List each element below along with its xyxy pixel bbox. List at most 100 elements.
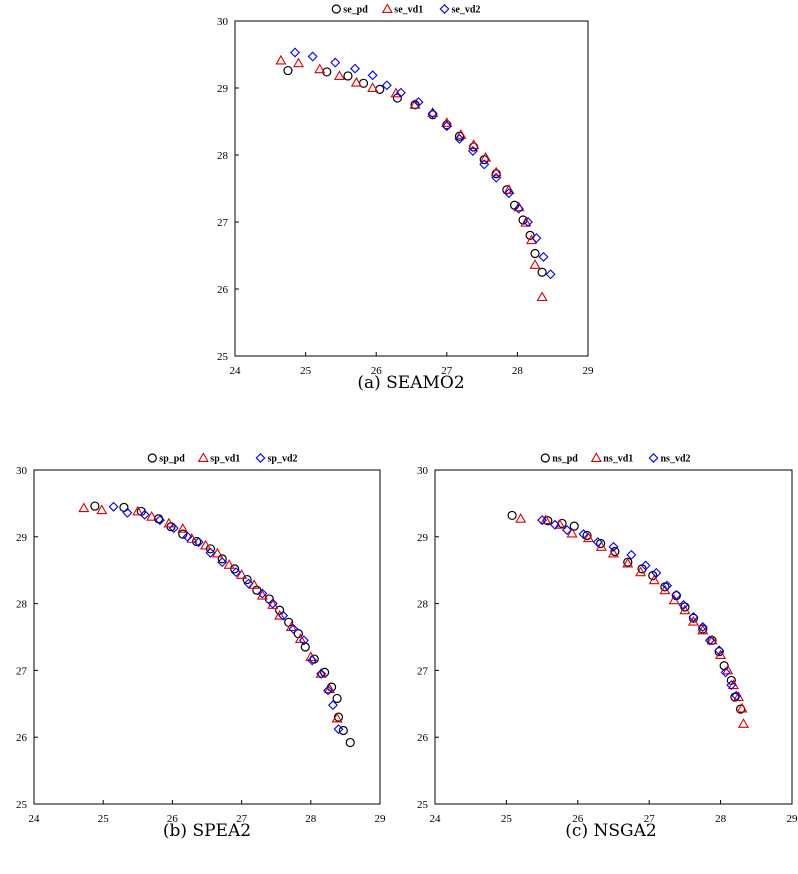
data-point-circle	[530, 248, 540, 259]
data-point-circle	[119, 502, 129, 513]
data-point-triangle	[350, 76, 362, 87]
y-tick-label: 30	[16, 465, 28, 477]
panel-caption: (a) SEAMO2	[357, 373, 464, 393]
data-point-triangle	[727, 679, 739, 690]
data-point-diamond	[381, 80, 392, 91]
data-point-circle	[242, 574, 252, 585]
data-point-diamond	[243, 578, 254, 589]
data-point-triangle	[200, 539, 212, 550]
data-point-triangle	[292, 57, 305, 68]
data-point-triangle	[186, 533, 198, 543]
data-point-circle	[569, 521, 579, 531]
legend-item: ns_vd1	[590, 452, 633, 465]
legend-item: ns_pd	[540, 453, 578, 465]
series-ns_vd2	[537, 515, 742, 701]
data-point-diamond	[479, 159, 490, 170]
data-point-diamond	[671, 589, 682, 600]
y-tick-label: 30	[217, 16, 229, 28]
data-point-triangle	[78, 502, 90, 513]
x-tick-label: 27	[441, 365, 453, 377]
legend-item: ns_vd2	[648, 453, 691, 465]
data-point-diamond	[168, 523, 179, 534]
legend: sp_pd sp_vd1 sp_vd2	[147, 452, 298, 465]
data-point-diamond	[327, 700, 338, 711]
data-point-diamond	[307, 51, 318, 62]
data-point-diamond	[333, 724, 344, 735]
series-sp_pd	[90, 501, 355, 748]
legend-marker-circle	[147, 453, 157, 463]
legend-marker-triangle	[197, 452, 209, 463]
x-tick-label: 25	[501, 813, 513, 825]
data-point-diamond	[454, 133, 465, 144]
data-point-diamond	[704, 635, 715, 646]
data-point-circle	[345, 737, 355, 748]
legend-marker-triangle	[381, 3, 393, 13]
panel-caption: (c) NSGA2	[565, 821, 656, 841]
data-point-circle	[688, 613, 699, 623]
data-point-circle	[375, 84, 385, 94]
data-point-triangle	[706, 634, 718, 645]
data-point-diamond	[350, 63, 360, 74]
data-point-triangle	[540, 514, 552, 525]
y-tick-label: 26	[217, 284, 229, 296]
data-point-triangle	[96, 504, 108, 515]
y-tick-label: 29	[217, 83, 229, 95]
data-point-diamond	[298, 635, 309, 646]
data-point-triangle	[409, 99, 421, 109]
data-point-triangle	[274, 609, 286, 620]
x-tick-label: 26	[572, 813, 584, 825]
data-point-circle	[582, 530, 592, 541]
data-point-circle	[714, 647, 724, 657]
data-point-triangle	[736, 702, 748, 713]
plot-frame	[234, 20, 589, 357]
series-se_vd1	[275, 54, 548, 302]
data-point-diamond	[531, 233, 542, 244]
legend: se_pd se_vd1 se_vd2	[331, 3, 481, 16]
y-tick-label: 25	[217, 351, 229, 363]
data-point-triangle	[367, 82, 379, 92]
data-point-triangle	[503, 184, 515, 194]
x-tick-label: 29	[583, 365, 595, 377]
legend-marker-diamond	[255, 453, 266, 463]
data-point-circle	[217, 554, 227, 564]
y-tick-label: 29	[16, 532, 28, 544]
data-point-diamond	[395, 87, 406, 98]
data-point-diamond	[651, 567, 662, 578]
legend-marker-diamond	[439, 4, 450, 14]
legend-item: se_vd2	[439, 4, 481, 16]
data-point-diamond	[662, 580, 673, 591]
data-point-circle	[610, 546, 620, 557]
legend-label: ns_pd	[552, 454, 578, 465]
data-point-triangle	[333, 70, 346, 80]
x-tick-label: 28	[305, 813, 317, 825]
x-tick-label: 28	[715, 813, 727, 825]
data-point-diamond	[491, 172, 502, 183]
series-sp_vd1	[78, 502, 343, 723]
y-tick-label: 26	[417, 732, 429, 744]
data-point-triangle	[732, 691, 744, 702]
data-point-diamond	[122, 507, 133, 518]
data-point-circle	[525, 230, 535, 240]
data-point-diamond	[307, 655, 318, 666]
data-point-circle	[90, 501, 100, 511]
data-point-triangle	[566, 527, 578, 538]
data-point-triangle	[737, 718, 749, 728]
data-point-triangle	[236, 569, 248, 579]
legend-label: se_vd2	[452, 5, 481, 16]
data-point-circle	[333, 712, 344, 722]
y-tick-label: 28	[417, 599, 429, 611]
y-tick-label: 27	[417, 665, 429, 677]
data-point-circle	[343, 71, 353, 81]
x-tick-label: 29	[375, 813, 387, 825]
data-point-triangle	[223, 559, 235, 569]
data-point-triangle	[679, 604, 691, 615]
x-tick-label: 25	[300, 365, 312, 377]
data-point-circle	[596, 538, 606, 549]
data-point-diamond	[549, 519, 560, 530]
data-point-triangle	[390, 87, 402, 98]
data-point-diamond	[726, 680, 737, 691]
data-point-diamond	[562, 525, 573, 536]
panel-caption: (b) SPEA2	[163, 821, 251, 841]
